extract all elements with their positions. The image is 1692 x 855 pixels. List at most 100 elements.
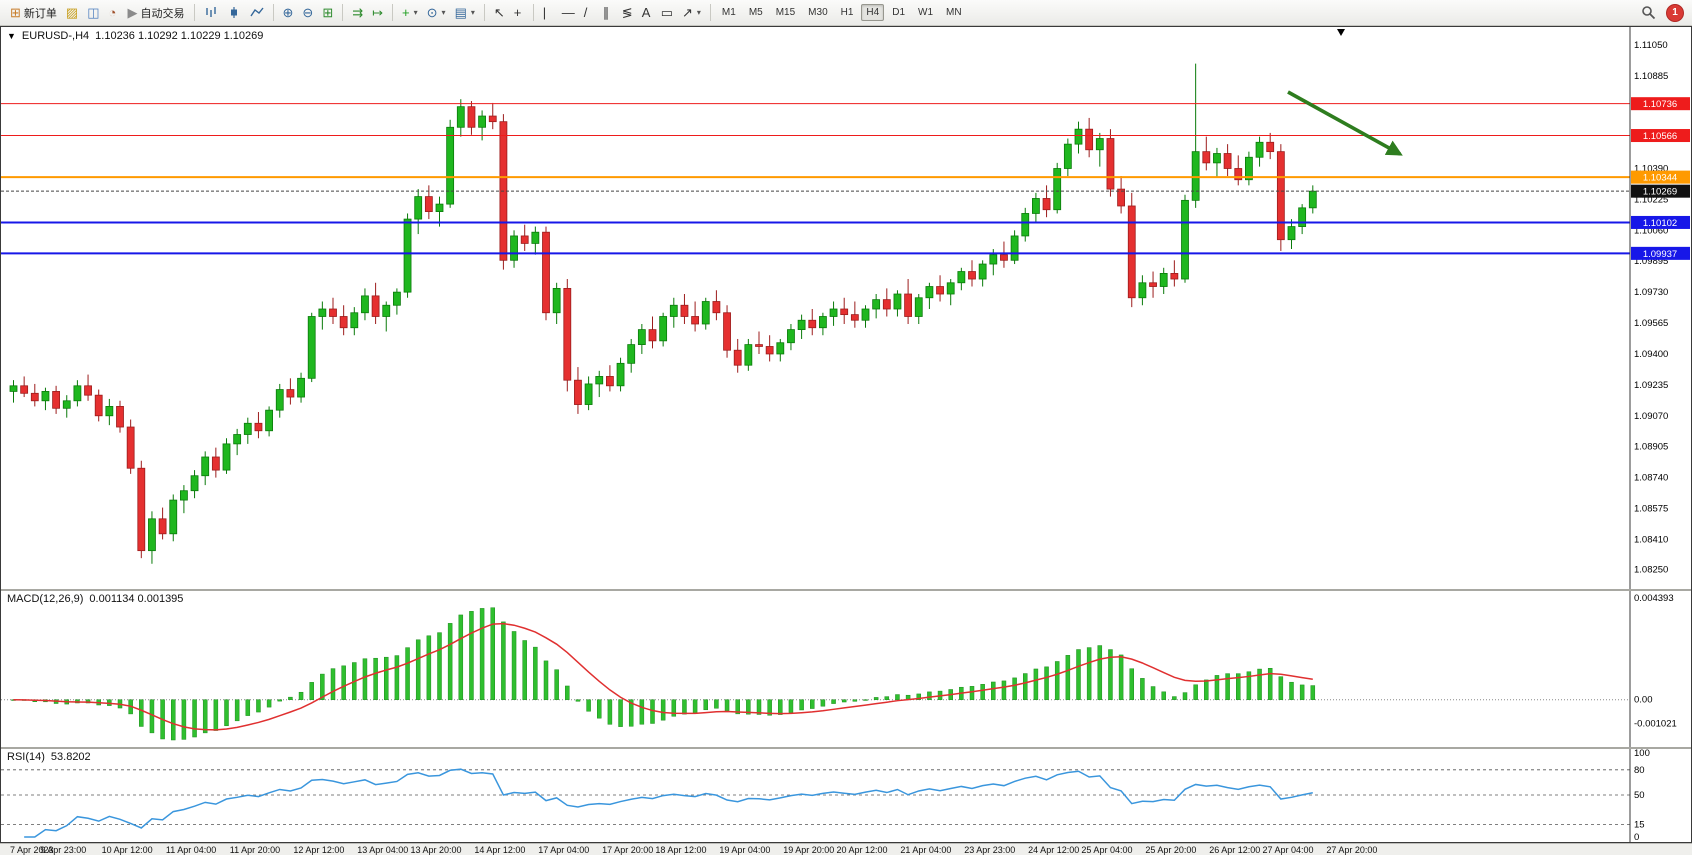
- svg-text:1.10060: 1.10060: [1634, 225, 1668, 236]
- text-button[interactable]: A: [638, 3, 656, 23]
- auto-scroll-icon: ⇉: [352, 5, 364, 20]
- crosshair-button[interactable]: +: [510, 3, 528, 23]
- dropdown-arrow-icon[interactable]: ▾: [441, 8, 446, 17]
- zoom-out-button[interactable]: ⊖: [298, 3, 317, 23]
- svg-text:1.10390: 1.10390: [1634, 164, 1668, 175]
- svg-text:100: 100: [1634, 748, 1650, 759]
- svg-text:11 Apr 20:00: 11 Apr 20:00: [230, 845, 280, 855]
- auto-trading-icon: ▶: [127, 5, 138, 20]
- auto-scroll-button[interactable]: ⇉: [348, 3, 367, 23]
- chart-shift-button[interactable]: ↦: [368, 3, 387, 23]
- line-chart-icon: [249, 7, 264, 17]
- arrows-button[interactable]: ↗ ▾: [678, 3, 705, 23]
- candles-mode-button[interactable]: [223, 3, 245, 23]
- history-center-button[interactable]: ◔: [105, 3, 123, 23]
- svg-text:27 Apr 20:00: 27 Apr 20:00: [1326, 845, 1377, 855]
- timeframe-d1[interactable]: D1: [892, 7, 906, 18]
- periods-button[interactable]: ⊙ ▾: [423, 3, 450, 23]
- toolbar-separator: [392, 4, 394, 21]
- svg-text:1.09565: 1.09565: [1634, 318, 1668, 329]
- zoom-in-button[interactable]: ⊕: [279, 3, 298, 23]
- trendline-button[interactable]: /: [580, 3, 598, 23]
- price-chart-canvas[interactable]: 0.004393 0.00 -0.001021 100 80 50 15 0 1.11050 1.…: [0, 26, 1692, 855]
- timeframe-m15[interactable]: M15: [775, 7, 796, 18]
- timeframe-m30[interactable]: M30: [808, 7, 828, 18]
- svg-text:19 Apr 04:00: 19 Apr 04:00: [719, 845, 770, 855]
- arrow-tool-icon: ↗: [681, 5, 693, 20]
- dropdown-arrow-icon[interactable]: ▾: [413, 8, 418, 17]
- svg-text:7 Apr 2023: 7 Apr 2023: [10, 845, 54, 855]
- timeframe-mn[interactable]: MN: [946, 7, 962, 18]
- text-label-button[interactable]: ▭: [657, 3, 677, 23]
- vertical-line-button[interactable]: |: [539, 3, 557, 23]
- svg-text:12 Apr 12:00: 12 Apr 12:00: [293, 845, 344, 855]
- line-mode-button[interactable]: [246, 3, 268, 23]
- svg-text:1.10102: 1.10102: [1643, 218, 1677, 229]
- one-click-trading-toggle[interactable]: ▼: [7, 31, 16, 41]
- candlestick-chart-icon: [230, 7, 237, 18]
- svg-text:13 Apr 04:00: 13 Apr 04:00: [357, 845, 408, 855]
- candles-layer: [9, 63, 1317, 564]
- svg-text:0: 0: [1634, 832, 1639, 843]
- chart-wizard-button[interactable]: ▨: [62, 3, 82, 23]
- templates-button[interactable]: ▤ ▾: [451, 3, 479, 23]
- dropdown-arrow-icon[interactable]: ▾: [696, 8, 701, 17]
- svg-text:27 Apr 04:00: 27 Apr 04:00: [1262, 845, 1313, 855]
- chart-shift-icon: ↦: [372, 5, 384, 20]
- trend-arrow-annotation[interactable]: [1287, 90, 1403, 156]
- vertical-line-icon: |: [542, 5, 547, 20]
- fibonacci-button[interactable]: ≶: [618, 3, 637, 23]
- price-badges: 1.10736 1.10566 1.10344 1.10102 1.09937 1.102…: [1631, 97, 1690, 260]
- svg-text:-0.001021: -0.001021: [1634, 718, 1677, 729]
- timeframe-m1[interactable]: M1: [721, 7, 736, 18]
- horizontal-lines-layer[interactable]: [1, 103, 1630, 255]
- svg-text:1.08740: 1.08740: [1634, 473, 1668, 484]
- indicators-button[interactable]: + ▾: [398, 3, 422, 23]
- templates-icon: ▤: [454, 5, 467, 20]
- svg-text:1.11050: 1.11050: [1634, 40, 1668, 51]
- auto-trading-button-label: 自动交易: [140, 7, 185, 20]
- timeframe-w1[interactable]: W1: [918, 7, 934, 18]
- chart-window[interactable]: 0.004393 0.00 -0.001021 100 80 50 15 0 1.11050 1.…: [0, 26, 1692, 855]
- svg-text:9 Apr 23:00: 9 Apr 23:00: [40, 845, 86, 855]
- timeframe-h4[interactable]: H4: [861, 4, 885, 21]
- cursor-button[interactable]: ↖: [490, 3, 509, 23]
- horizontal-line-button[interactable]: —: [558, 3, 579, 23]
- macd-signal-line: [13, 622, 1313, 731]
- svg-text:20 Apr 12:00: 20 Apr 12:00: [836, 845, 887, 855]
- text-label-icon: ▭: [660, 5, 673, 20]
- timeframe-h1[interactable]: H1: [840, 7, 854, 18]
- timeframe-m5[interactable]: M5: [748, 7, 763, 18]
- horizontal-line-icon: —: [561, 5, 575, 20]
- svg-text:1.10269: 1.10269: [1643, 187, 1677, 198]
- svg-text:50: 50: [1634, 790, 1645, 801]
- svg-text:1.08575: 1.08575: [1634, 504, 1668, 515]
- svg-text:25 Apr 04:00: 25 Apr 04:00: [1081, 845, 1132, 855]
- svg-text:1.10736: 1.10736: [1643, 99, 1677, 110]
- auto-trading-button[interactable]: ▶ 自动交易: [124, 3, 189, 23]
- toolbar: ⊞ 新订单 ▨ ◫ ◔ ▶ 自动交易 ⊕ ⊖ ⊞ ⇉ ↦ + ▾ ⊙ ▾ ▤ ▾ ↖ + | — / ∥ ≶ A ▭ ↗ ▾ M1 M5 M1…: [0, 0, 1692, 26]
- channel-button[interactable]: ∥: [599, 3, 617, 23]
- toolbar-separator: [532, 4, 534, 21]
- svg-text:24 Apr 12:00: 24 Apr 12:00: [1028, 845, 1079, 855]
- new-order-button[interactable]: ⊞ 新订单: [6, 3, 61, 23]
- equidistant-channel-icon: ∥: [602, 5, 610, 20]
- svg-text:1.09070: 1.09070: [1634, 411, 1668, 422]
- chart-top-marker: [1337, 29, 1345, 36]
- profile-button[interactable]: ◫: [83, 3, 103, 23]
- bars-chart-icon: [205, 7, 216, 17]
- svg-text:25 Apr 20:00: 25 Apr 20:00: [1145, 845, 1196, 855]
- search-button[interactable]: [1637, 3, 1660, 23]
- notification-badge[interactable]: 1: [1666, 3, 1684, 22]
- bars-mode-button[interactable]: [200, 3, 222, 23]
- cursor-icon: ↖: [493, 5, 505, 20]
- crosshair-icon: +: [513, 5, 522, 20]
- svg-text:1.09400: 1.09400: [1634, 349, 1668, 360]
- svg-text:13 Apr 20:00: 13 Apr 20:00: [410, 845, 461, 855]
- svg-text:80: 80: [1634, 765, 1645, 776]
- search-icon: [1642, 6, 1656, 20]
- tile-windows-button[interactable]: ⊞: [318, 3, 337, 23]
- svg-text:1.10344: 1.10344: [1643, 173, 1677, 184]
- chart-wizard-icon: ▨: [65, 5, 79, 20]
- dropdown-arrow-icon[interactable]: ▾: [470, 8, 475, 17]
